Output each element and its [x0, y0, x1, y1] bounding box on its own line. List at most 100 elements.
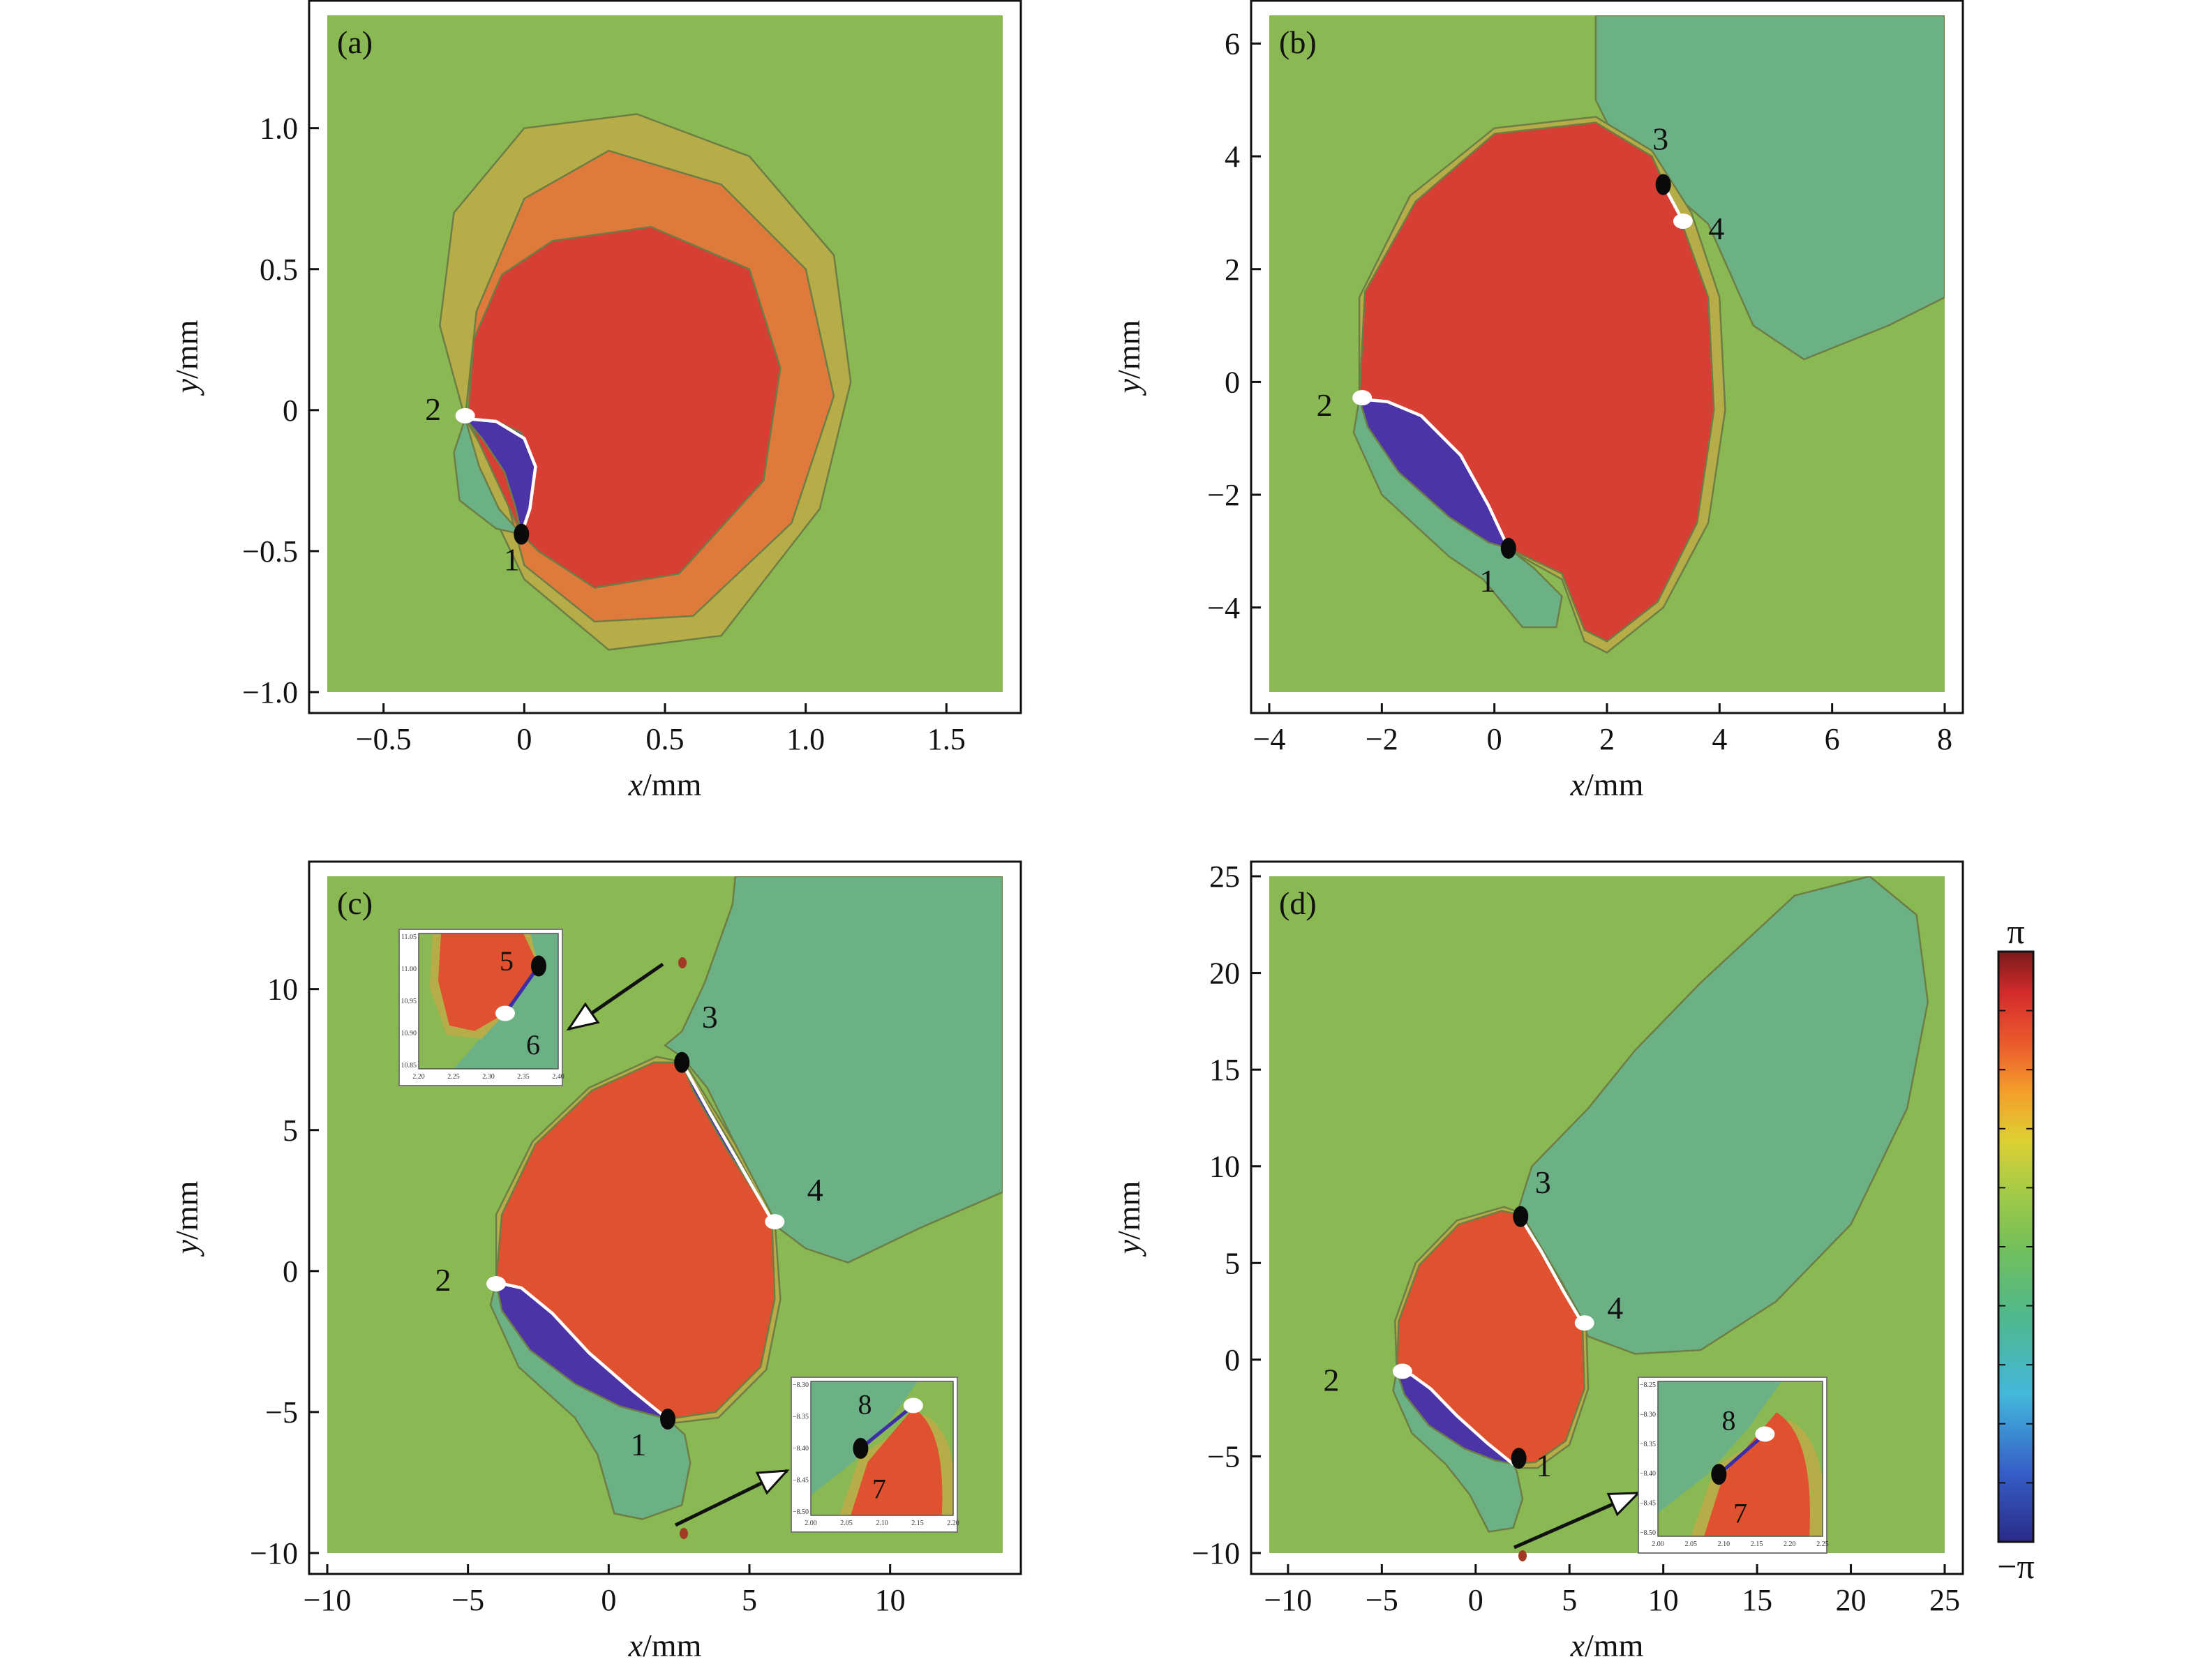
inset-y-tick-label: −8.40	[1640, 1470, 1656, 1478]
y-tick-label: 0	[283, 1254, 298, 1289]
point-marker-4	[1673, 213, 1693, 230]
y-tick-label: −0.5	[242, 534, 298, 569]
phase-region-teal	[1516, 876, 1929, 1355]
x-tick-label: 0	[601, 1583, 616, 1617]
x-tick-label: 8	[1937, 722, 1952, 756]
x-tick-label: −5	[1366, 1583, 1398, 1617]
y-tick-label: 0	[1225, 1343, 1240, 1377]
x-tick-label: 0	[1468, 1583, 1483, 1617]
inset-boundary	[503, 965, 541, 1014]
point-marker-2	[486, 1276, 506, 1292]
point-label-3: 3	[1652, 121, 1668, 157]
phase-boundary-curve	[463, 417, 537, 536]
point-label-2: 2	[425, 391, 441, 427]
colorbar: π −π	[1997, 912, 2034, 1586]
inset-zoom: 2.00 2.05 2.10 2.15 2.20 2.25 −8.25 −8.30 −8.35 −…	[1513, 1377, 1829, 1561]
inset-y-tick-label: −8.35	[1640, 1441, 1656, 1448]
x-axis-label: x/mm	[628, 767, 702, 802]
inset-y-tick-label: 11.05	[401, 933, 417, 941]
inset-point-marker-8	[1755, 1426, 1775, 1442]
inset-x-tick-label: 2.05	[1684, 1540, 1697, 1548]
inset-arrow-head	[755, 1469, 790, 1495]
y-tick-label: 20	[1209, 957, 1240, 991]
x-axis-label: x/mm	[628, 1628, 702, 1663]
phase-region-teal	[453, 417, 523, 535]
x-tick-label: 10	[1648, 1583, 1679, 1617]
inset-x-tick-label: 2.15	[911, 1520, 924, 1527]
x-axis-unit: /mm	[1585, 1628, 1644, 1663]
inset-zoom: 2.20 2.25 2.30 2.35 2.40 11.05 11.00 10.95 10.90…	[398, 929, 687, 1086]
inset-y-tick-label: 10.90	[401, 1030, 417, 1037]
y-tick-label: −5	[265, 1395, 298, 1430]
inset-y-tick-label: −8.50	[793, 1508, 809, 1516]
y-tick-label: 10	[267, 973, 298, 1007]
point-label-4: 4	[1607, 1290, 1623, 1326]
panel-a: −0.5 0 0.5 1.0 1.5−1.0−0.500.51.0x/mmy/mm(a)…	[169, 0, 1022, 802]
x-tick-label: 1.5	[927, 722, 966, 756]
inset-y-tick-label: 11.00	[401, 966, 417, 973]
y-axis-unit: /mm	[169, 320, 204, 379]
y-axis-label: y/mm	[169, 1180, 204, 1257]
y-tick-label: 5	[283, 1113, 298, 1148]
colorbar-max-label: π	[2007, 912, 2024, 951]
inset-point-marker-7	[853, 1438, 869, 1459]
colorbar-ticks	[1998, 1010, 2033, 1484]
point-marker-2	[455, 407, 475, 423]
point-marker-1	[514, 523, 530, 545]
inset-zoom: 2.00 2.05 2.10 2.15 2.20 −8.30 −8.35 −8.40 −8.45…	[674, 1377, 959, 1539]
inset-point-marker-8	[903, 1397, 923, 1413]
inset-y-tick-label: −8.25	[1640, 1381, 1656, 1389]
x-tick-label: 25	[1929, 1583, 1960, 1617]
y-axis-label: y/mm	[1111, 1180, 1146, 1257]
inset-point-marker-6	[495, 1005, 515, 1021]
inset-x-tick-label: 2.20	[947, 1520, 959, 1527]
y-axis-unit: /mm	[1111, 1180, 1146, 1240]
y-tick-label: 0.5	[260, 253, 298, 287]
x-axis-unit: /mm	[643, 1628, 702, 1663]
inset-y-tick-label: −8.45	[1640, 1500, 1656, 1508]
inset-plot-border	[418, 933, 559, 1070]
point-marker-3	[1655, 174, 1671, 195]
inset-x-tick-label: 2.30	[482, 1073, 495, 1081]
phase-map	[489, 876, 1003, 1520]
x-tick-label: 5	[1562, 1583, 1577, 1617]
x-axis-var: x	[628, 767, 643, 802]
phase-boundary-curve	[680, 1060, 774, 1222]
y-tick-label: 6	[1225, 27, 1240, 61]
inset-x-tick-label: 2.15	[1751, 1540, 1763, 1548]
y-tick-label: −10	[250, 1536, 298, 1570]
inset-x-tick-label: 2.10	[876, 1520, 888, 1527]
inset-point-label-6: 6	[526, 1029, 540, 1060]
phase-region-red	[467, 225, 782, 589]
phase-region-red	[1358, 121, 1715, 643]
y-axis-var: y	[169, 378, 204, 396]
inset-y-tick-label: −8.50	[1640, 1529, 1656, 1537]
y-tick-label: 10	[1209, 1150, 1240, 1184]
inset-y-tick-label: −8.30	[1640, 1411, 1656, 1418]
point-marker-4	[1574, 1315, 1594, 1331]
x-tick-label: 15	[1742, 1583, 1772, 1617]
phase-map	[1392, 876, 1929, 1533]
x-tick-label: −10	[1264, 1583, 1312, 1617]
point-label-2: 2	[435, 1262, 451, 1298]
y-axis-var: y	[1111, 378, 1146, 396]
x-tick-label: 0	[516, 722, 532, 756]
inset-point-marker-5	[531, 955, 546, 977]
x-axis-var: x	[1570, 1628, 1585, 1663]
point-marker-2	[1392, 1363, 1412, 1379]
phase-boundary-curve	[1517, 1213, 1586, 1328]
inset-region-teal	[1658, 1381, 1781, 1513]
x-tick-label: 6	[1825, 722, 1840, 756]
point-marker-3	[674, 1051, 690, 1073]
panel-tag: (d)	[1279, 885, 1317, 921]
panel-tag: (a)	[337, 24, 373, 60]
point-label-4: 4	[1708, 211, 1724, 246]
y-tick-label: 5	[1225, 1246, 1240, 1280]
inset-boundary	[1717, 1432, 1767, 1476]
panel-tag: (b)	[1279, 24, 1317, 60]
inset-point-label-5: 5	[500, 945, 514, 977]
inset-point-label-8: 8	[1721, 1405, 1735, 1437]
y-axis-unit: /mm	[1111, 320, 1146, 379]
panel-d: −10 −5 0 5 10 15 20 25−10−50510152025x/mmy/mm(d…	[1111, 860, 1964, 1663]
